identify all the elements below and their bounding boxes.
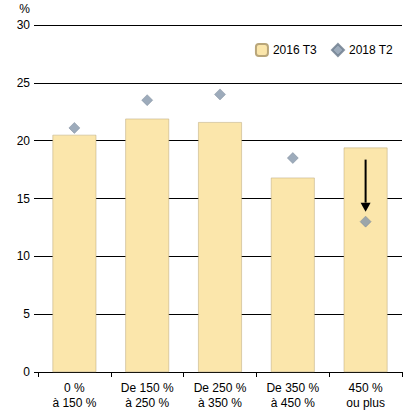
svg-text:%: % — [19, 2, 30, 16]
svg-text:ou plus: ou plus — [346, 396, 385, 410]
svg-text:5: 5 — [23, 307, 30, 321]
svg-text:10: 10 — [17, 249, 31, 263]
svg-text:2018 T2: 2018 T2 — [349, 43, 393, 57]
svg-text:De 250 %: De 250 % — [194, 381, 247, 395]
svg-text:450 %: 450 % — [349, 381, 383, 395]
svg-text:20: 20 — [17, 134, 31, 148]
svg-text:à 150 %: à 150 % — [52, 396, 96, 410]
svg-text:0 %: 0 % — [64, 381, 85, 395]
svg-text:De 350 %: De 350 % — [266, 381, 319, 395]
svg-text:2016 T3: 2016 T3 — [273, 43, 317, 57]
svg-text:à 250 %: à 250 % — [125, 396, 169, 410]
svg-text:25: 25 — [17, 76, 31, 90]
svg-text:à 450 %: à 450 % — [271, 396, 315, 410]
svg-text:0: 0 — [23, 365, 30, 379]
svg-text:à 350 %: à 350 % — [198, 396, 242, 410]
svg-text:30: 30 — [17, 18, 31, 32]
svg-text:15: 15 — [17, 192, 31, 206]
svg-text:De 150 %: De 150 % — [121, 381, 174, 395]
